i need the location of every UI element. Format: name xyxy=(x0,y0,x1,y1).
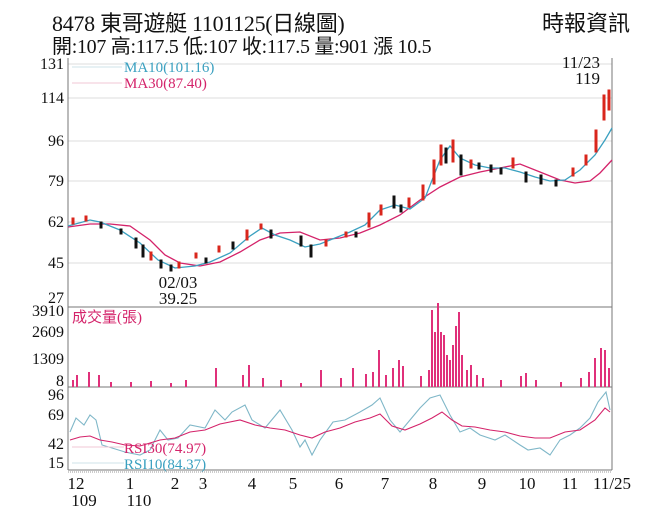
svg-text:1309: 1309 xyxy=(32,351,64,368)
volume-bars xyxy=(72,303,610,387)
rsi-y-axis: 96 69 42 15 xyxy=(48,387,64,472)
svg-text:10: 10 xyxy=(519,474,536,493)
rsi30-line xyxy=(69,407,611,447)
svg-text:96: 96 xyxy=(48,387,64,404)
ma30-line xyxy=(67,159,613,267)
candles xyxy=(71,89,611,272)
low-value: 39.25 xyxy=(159,289,197,308)
svg-text:3: 3 xyxy=(199,474,208,493)
svg-text:45: 45 xyxy=(48,255,64,272)
high-date: 11/23 xyxy=(562,53,600,72)
rsi-legend: RSI30(74.97) RSI10(84.37) xyxy=(72,441,206,473)
svg-text:6: 6 xyxy=(335,474,344,493)
ma10-legend: MA10(101.16) xyxy=(124,60,214,76)
svg-text:4: 4 xyxy=(248,474,257,493)
rsi10-line xyxy=(69,390,611,457)
svg-text:7: 7 xyxy=(381,474,390,493)
svg-text:2: 2 xyxy=(171,474,180,493)
svg-text:62: 62 xyxy=(48,214,64,231)
source-label: 時報資訊 xyxy=(541,11,630,36)
volume-legend: 成交量(張) xyxy=(72,308,142,326)
svg-text:27: 27 xyxy=(48,290,64,307)
svg-text:96: 96 xyxy=(48,133,64,150)
svg-text:5: 5 xyxy=(289,474,298,493)
svg-text:69: 69 xyxy=(48,407,64,424)
svg-text:15: 15 xyxy=(48,455,64,472)
chart-title: 8478 東哥遊艇 1101125(日線圖) xyxy=(52,11,345,36)
svg-text:110: 110 xyxy=(127,491,152,510)
ma-legend: MA10(101.16) MA30(87.40) xyxy=(72,60,214,92)
svg-text:114: 114 xyxy=(41,90,64,107)
price-annotations: 11/23 119 02/03 39.25 xyxy=(159,53,600,308)
ma10-line xyxy=(67,127,613,269)
svg-text:11: 11 xyxy=(562,474,578,493)
svg-text:8: 8 xyxy=(429,474,438,493)
x-axis: 12 109 1 110 2 3 4 5 6 7 8 9 10 11 11/25 xyxy=(68,471,631,510)
svg-text:79: 79 xyxy=(48,173,64,190)
chart-frame xyxy=(67,58,613,471)
rsi10-legend: RSI10(84.37) xyxy=(124,457,206,473)
ma30-legend: MA30(87.40) xyxy=(124,76,207,92)
price-y-axis: 131 114 96 79 62 45 27 xyxy=(40,56,64,307)
volume-y-axis: 3910 2609 1309 8 xyxy=(32,303,64,390)
rsi30-legend: RSI30(74.97) xyxy=(124,441,206,457)
svg-text:2609: 2609 xyxy=(32,324,64,341)
svg-text:42: 42 xyxy=(48,436,64,453)
svg-text:109: 109 xyxy=(71,491,97,510)
svg-text:3910: 3910 xyxy=(32,303,64,320)
low-date: 02/03 xyxy=(159,273,198,292)
high-value: 119 xyxy=(575,69,600,88)
svg-text:9: 9 xyxy=(478,474,487,493)
svg-text:11/25: 11/25 xyxy=(593,474,631,493)
svg-text:8: 8 xyxy=(56,373,64,390)
svg-text:12: 12 xyxy=(68,474,85,493)
price-grid xyxy=(68,63,612,264)
svg-text:131: 131 xyxy=(40,56,64,73)
ohlc-summary: 開:107 高:117.5 低:107 收:117.5 量:901 漲 10.5 xyxy=(52,36,432,58)
svg-text:1: 1 xyxy=(126,474,135,493)
